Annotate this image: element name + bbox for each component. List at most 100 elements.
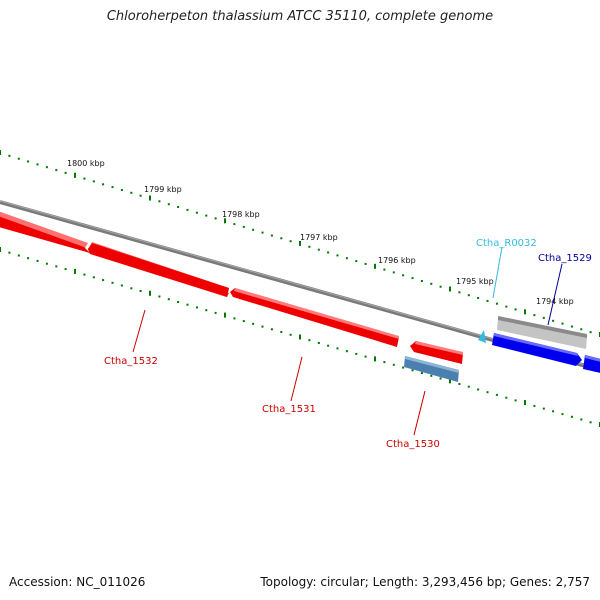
label-ctha-r0032[interactable]: Ctha_R0032 xyxy=(476,238,537,249)
minor-tick xyxy=(195,211,198,214)
minor-tick xyxy=(439,377,442,380)
minor-tick xyxy=(411,369,414,372)
minor-tick xyxy=(280,331,283,333)
minor-tick xyxy=(289,240,292,243)
minor-tick xyxy=(458,383,461,385)
gene-steelblue[interactable] xyxy=(404,356,459,382)
minor-tick xyxy=(411,277,414,280)
scale-label-1796: 1796 kbp xyxy=(378,256,416,265)
minor-tick xyxy=(64,171,67,174)
minor-tick xyxy=(167,298,170,301)
minor-tick xyxy=(327,344,330,347)
scale-label-1795: 1795 kbp xyxy=(456,277,494,286)
leader-ctha-1529 xyxy=(547,263,563,326)
minor-tick xyxy=(130,191,133,194)
leader-ctha-1532 xyxy=(132,309,146,353)
minor-tick xyxy=(139,290,142,292)
major-tick xyxy=(74,268,76,274)
major-tick xyxy=(0,150,1,155)
label-ctha-1531[interactable]: Ctha_1531 xyxy=(262,404,316,415)
gene-gray[interactable] xyxy=(497,316,587,349)
minor-tick xyxy=(205,214,208,217)
minor-tick xyxy=(55,169,58,172)
label-ctha-1530[interactable]: Ctha_1530 xyxy=(386,439,440,450)
minor-tick xyxy=(495,393,498,396)
minor-tick xyxy=(486,299,489,302)
minor-tick xyxy=(233,223,236,226)
minor-tick xyxy=(111,281,114,284)
major-tick xyxy=(224,312,226,318)
minor-tick xyxy=(36,259,39,262)
leader-ctha-r0032 xyxy=(492,246,503,299)
minor-tick xyxy=(205,309,208,312)
minor-tick xyxy=(177,301,180,303)
minor-tick xyxy=(261,325,264,328)
minor-tick xyxy=(477,388,480,391)
minor-tick xyxy=(270,234,273,237)
minor-tick xyxy=(364,355,367,358)
minor-tick xyxy=(495,302,498,305)
gene-ctha-1532[interactable] xyxy=(0,210,229,297)
minor-tick xyxy=(364,262,367,265)
minor-tick xyxy=(64,268,67,271)
genome-title: Chloroherpeton thalassium ATCC 35110, co… xyxy=(106,9,494,24)
minor-tick xyxy=(486,391,489,394)
minor-tick xyxy=(261,231,264,234)
minor-tick xyxy=(45,262,48,265)
minor-tick xyxy=(55,265,58,268)
major-tick xyxy=(299,241,301,246)
minor-tick xyxy=(317,248,320,251)
leader-ctha-1530 xyxy=(413,390,426,436)
minor-tick xyxy=(561,413,564,416)
minor-tick xyxy=(308,245,311,248)
minor-tick xyxy=(383,361,386,364)
gene-blue-edge[interactable] xyxy=(583,355,600,374)
minor-tick xyxy=(533,404,536,407)
major-tick xyxy=(0,247,1,252)
label-ctha-1532[interactable]: Ctha_1532 xyxy=(104,356,158,367)
minor-tick xyxy=(505,396,508,399)
minor-tick xyxy=(589,421,592,424)
label-ctha-1529[interactable]: Ctha_1529 xyxy=(538,253,592,264)
minor-tick xyxy=(111,186,114,189)
minor-tick xyxy=(430,282,433,285)
scale-label-1797: 1797 kbp xyxy=(300,233,338,242)
minor-tick xyxy=(580,418,583,421)
minor-tick xyxy=(317,342,320,344)
gene-ctha-1529[interactable] xyxy=(492,333,582,366)
minor-tick xyxy=(542,407,545,410)
scale-labels: 1800 kbp 1799 kbp 1798 kbp 1797 kbp 1796… xyxy=(67,159,574,306)
minor-tick xyxy=(467,294,470,297)
scale-label-1800: 1800 kbp xyxy=(67,159,105,168)
minor-tick xyxy=(514,399,517,402)
major-tick xyxy=(449,378,451,384)
gene-ctha-r0032-marker[interactable] xyxy=(478,330,486,343)
minor-tick xyxy=(83,177,86,180)
minor-tick xyxy=(336,347,339,350)
minor-tick xyxy=(505,305,508,308)
minor-tick xyxy=(392,363,395,366)
minor-tick xyxy=(195,306,198,309)
minor-tick xyxy=(402,366,405,369)
minor-tick xyxy=(570,415,573,418)
gene-ctha-1530[interactable] xyxy=(410,341,463,364)
minor-tick xyxy=(252,228,255,231)
minor-tick xyxy=(345,350,348,353)
minor-tick xyxy=(177,206,180,208)
minor-tick xyxy=(139,194,142,197)
minor-tick xyxy=(233,317,236,320)
minor-tick xyxy=(17,254,20,257)
minor-tick xyxy=(561,322,564,325)
minor-tick xyxy=(570,325,573,328)
minor-tick xyxy=(402,274,405,277)
outer-tick-track xyxy=(0,150,600,337)
minor-tick xyxy=(102,279,105,282)
minor-tick xyxy=(533,314,536,317)
minor-tick xyxy=(130,287,133,290)
minor-tick xyxy=(120,189,123,191)
minor-tick xyxy=(439,285,442,288)
gene-ctha-1531[interactable] xyxy=(230,288,399,347)
major-tick xyxy=(74,172,76,178)
major-tick xyxy=(224,218,226,224)
minor-tick xyxy=(36,163,39,166)
